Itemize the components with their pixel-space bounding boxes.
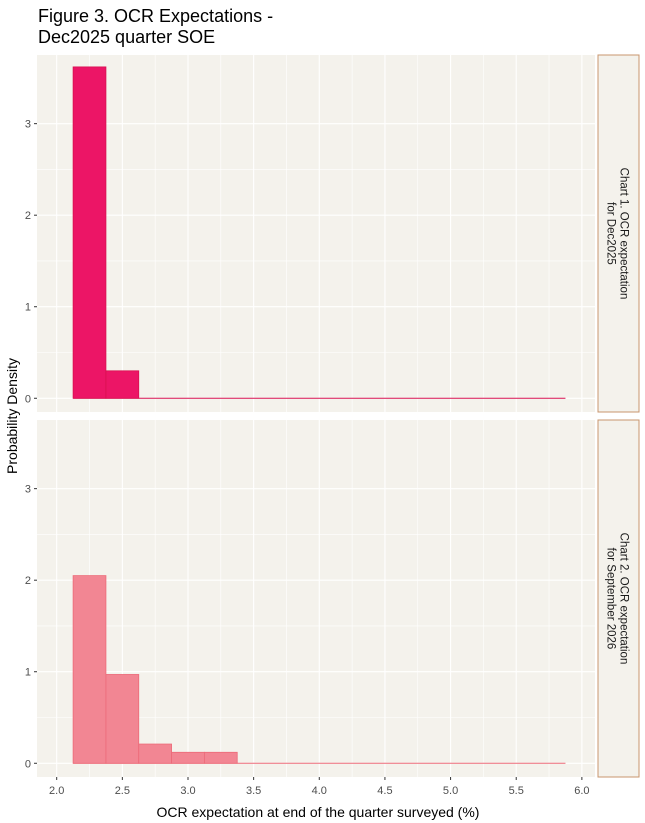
x-axis: 2.0 2.5 3.0 3.5 4.0 4.5 5.0 5.5 6.0 [49,777,590,797]
panel-background [37,55,595,412]
facet-strip-label-line: for Dec2025 [605,202,617,265]
facet-strip-label-line: Chart 1. OCR expectation [618,168,630,300]
x-tick-label: 2.0 [49,785,64,797]
y-tick-label: 1 [25,302,31,314]
y-tick-label: 1 [25,667,31,679]
x-tick-label: 5.5 [509,785,524,797]
y-tick-label: 3 [25,119,31,131]
facet-strip-label-line: Chart 2. OCR expectation [618,533,630,665]
histogram-bar [105,370,140,399]
y-tick-label: 2 [25,575,31,587]
facet-strip-label: Chart 2. OCR expectationfor September 20… [605,533,630,665]
histogram-bar [203,751,238,764]
facet-strip-1: Chart 1. OCR expectationfor Dec2025 [597,54,640,413]
x-tick-label: 6.0 [574,785,589,797]
histogram-bar [138,743,172,764]
facet-panel-1: 0 1 2 3 Chart 1. OCR expectationfor Dec2025 [25,54,640,413]
x-tick-label: 4.0 [312,785,327,797]
y-axis-label: Probability Density [4,358,20,474]
histogram-bar [171,751,205,764]
x-tick-label: 5.0 [443,785,458,797]
y-tick-label: 3 [25,484,31,496]
chart-title: Figure 3. OCR Expectations - Dec2025 qua… [38,6,273,48]
histogram-bar [72,66,107,399]
chart-title-line-1: Figure 3. OCR Expectations - [38,6,274,26]
histogram-bar [72,575,107,764]
facet-strip-label-line: for September 2026 [605,548,617,650]
y-tick-label: 0 [25,393,31,405]
chart-title-line-2: Dec2025 quarter SOE [38,27,216,47]
facet-strip-2: Chart 2. OCR expectationfor September 20… [597,419,640,778]
facet-panel-2: 0 1 2 3 Chart 2. OCR expectationfor Septembe… [25,419,640,778]
facet-strip-box [597,419,640,778]
facet-strip-label: Chart 1. OCR expectationfor Dec2025 [605,168,630,300]
x-tick-label: 2.5 [115,785,130,797]
histogram-bar [105,674,140,764]
x-axis-label: OCR expectation at end of the quarter su… [157,804,480,820]
y-tick-label: 2 [25,210,31,222]
x-tick-label: 3.0 [180,785,195,797]
x-tick-label: 3.5 [246,785,261,797]
y-tick-label: 0 [25,758,31,770]
facet-strip-box [597,54,640,413]
x-tick-label: 4.5 [377,785,392,797]
